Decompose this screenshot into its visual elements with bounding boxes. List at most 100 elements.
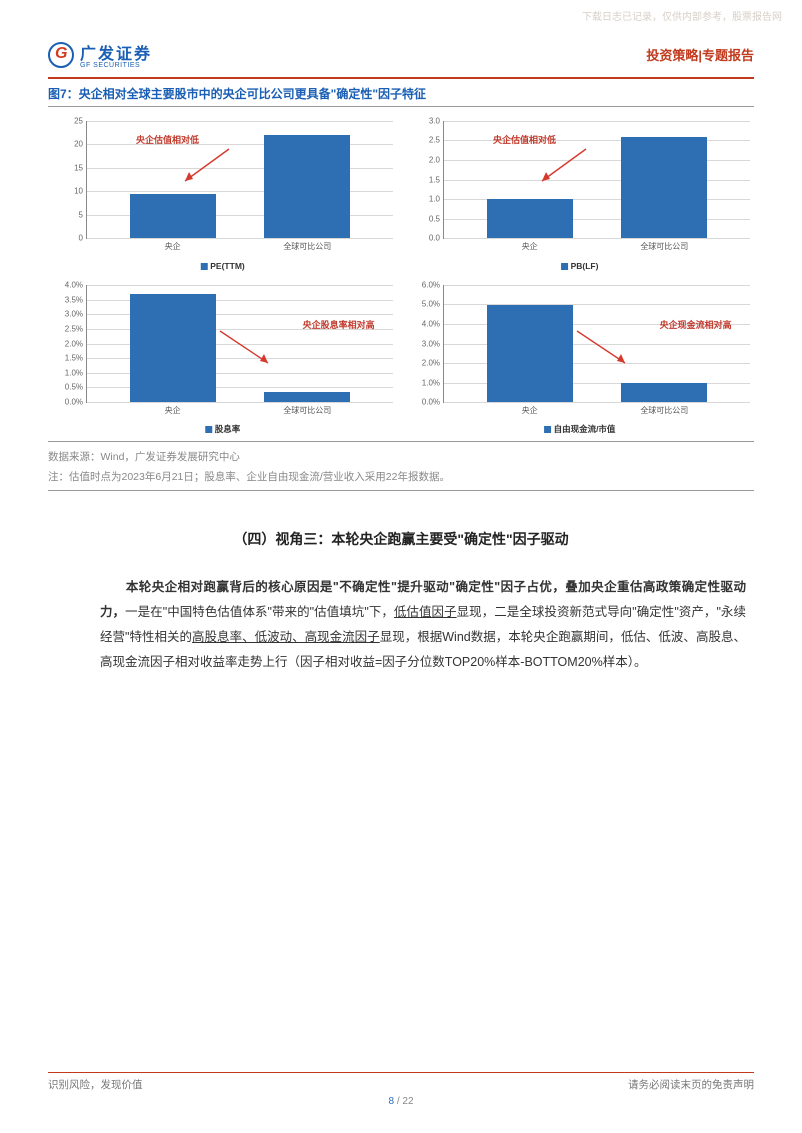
xcat-b: 全球可比公司 (640, 405, 688, 416)
xcat-a: 央企 (522, 405, 538, 416)
xcat-b: 全球可比公司 (283, 241, 331, 252)
gridline (87, 285, 393, 286)
legend-swatch (200, 263, 207, 270)
chart-annotation: 央企估值相对低 (136, 133, 199, 146)
footer-left: 识别风险，发现价值 (48, 1077, 143, 1092)
arrow-icon (179, 147, 239, 187)
body-paragraph: 本轮央企相对跑赢背后的核心原因是"不确定性"提升驱动"确定性"因子占优，叠加央企… (48, 575, 754, 675)
ytick: 1.0% (65, 368, 83, 377)
ytick: 4.0% (422, 319, 440, 328)
xcat-b: 全球可比公司 (640, 241, 688, 252)
gridline (444, 121, 750, 122)
bar-a (130, 194, 216, 238)
legend-label: 自由现金流/市值 (554, 423, 616, 435)
chart-plot: 0.00.51.01.52.02.53.0央企全球可比公司央企估值相对低 (443, 121, 750, 239)
ytick: 1.0% (422, 378, 440, 387)
chart-bl: 0.0% 0.5% 1.0% 1.5% 2.0% 2.5% 3.0% 3.5% 4.0% 央企 全球… (48, 279, 397, 439)
bar-b (621, 137, 707, 238)
body-u1: 低估值因子 (394, 605, 457, 619)
chart-annotation: 央企估值相对低 (493, 133, 556, 146)
gridline (444, 285, 750, 286)
chart-tl: 0510152025央企全球可比公司央企估值相对低PE(TTM) (48, 115, 397, 275)
bar-a (130, 294, 216, 402)
ytick: 1.5 (429, 175, 440, 184)
legend-swatch (205, 426, 212, 433)
arrow-icon (216, 329, 276, 369)
bar-b (264, 392, 350, 402)
chart-plot: 0.0%1.0%2.0%3.0%4.0%5.0%6.0%央企全球可比公司央企现金… (443, 285, 750, 403)
chart-plot: 0510152025央企全球可比公司央企估值相对低 (86, 121, 393, 239)
ytick: 5.0% (422, 300, 440, 309)
source-block: 数据来源：Wind，广发证券发展研究中心 注：估值时点为2023年6月21日；股… (48, 442, 754, 491)
ytick: 3.0% (422, 339, 440, 348)
page-number: 8 / 22 (48, 1096, 754, 1107)
chart-legend: 自由现金流/市值 (544, 423, 616, 435)
legend-label: 股息率 (215, 423, 241, 435)
logo-icon (48, 42, 74, 68)
body-p1: 一是在"中国特色估值体系"带来的"估值填坑"下， (125, 605, 394, 619)
ytick: 3.5% (65, 295, 83, 304)
chart-br: 0.0%1.0%2.0%3.0%4.0%5.0%6.0%央企全球可比公司央企现金… (405, 279, 754, 439)
xcat-a: 央企 (165, 241, 181, 252)
gridline (444, 402, 750, 403)
chart-legend: PE(TTM) (200, 261, 244, 271)
ytick: 0 (79, 234, 83, 243)
body-u2: 高股息率、低波动、高现金流因子 (192, 630, 380, 644)
header-category: 投资策略|专题报告 (646, 45, 754, 64)
ytick: 6.0% (422, 281, 440, 290)
figure-title: 图7：央企相对全球主要股市中的央企可比公司更具备"确定性"因子特征 (48, 79, 754, 107)
section-title: （四）视角三：本轮央企跑赢主要受"确定性"因子驱动 (48, 529, 754, 549)
page-total: 22 (402, 1096, 413, 1107)
logo-cn: 广发证券 (80, 46, 152, 63)
bar-a (487, 199, 573, 238)
chart-grid: 0510152025央企全球可比公司央企估值相对低PE(TTM)0.00.51.… (48, 107, 754, 442)
ytick: 0.0% (65, 398, 83, 407)
legend-swatch (544, 426, 551, 433)
ytick: 2.5 (429, 136, 440, 145)
ytick: 5 (79, 210, 83, 219)
chart-plot: 0.0%0.5%1.0%1.5%2.0%2.5%3.0%3.5%4.0%央企全球… (86, 285, 393, 403)
legend-label: PB(LF) (571, 261, 599, 271)
gridline (87, 238, 393, 239)
ytick: 0.0% (422, 398, 440, 407)
chart-annotation: 央企股息率相对高 (303, 318, 375, 331)
ytick: 2.5% (65, 324, 83, 333)
header: 广发证券 GF SECURITIES 投资策略|专题报告 (48, 40, 754, 75)
bar-b (621, 383, 707, 402)
bar-a (487, 305, 573, 403)
ytick: 20 (74, 140, 83, 149)
ytick: 3.0 (429, 117, 440, 126)
chart-tr: 0.00.51.01.52.02.53.0央企全球可比公司央企估值相对低 PB(L… (405, 115, 754, 275)
xcat-b: 全球可比公司 (283, 405, 331, 416)
ytick: 4.0% (65, 281, 83, 290)
ytick: 2.0 (429, 155, 440, 164)
page: 广发证券 GF SECURITIES 投资策略|专题报告 图7：央企相对全球主要… (0, 0, 802, 675)
gridline (87, 402, 393, 403)
logo-en: GF SECURITIES (80, 62, 152, 69)
gridline (444, 238, 750, 239)
ytick: 0.0 (429, 234, 440, 243)
footer-right: 请务必阅读末页的免责声明 (628, 1077, 754, 1092)
gridline (87, 121, 393, 122)
ytick: 0.5 (429, 214, 440, 223)
ytick: 3.0% (65, 310, 83, 319)
watermark: 下载日志已记录，仅供内部参考，股票报告网 (582, 8, 782, 23)
source-line-2: 注：估值时点为2023年6月21日；股息率、企业自由现金流/营业收入采用22年报… (48, 468, 754, 488)
page-current: 8 (388, 1096, 394, 1107)
ytick: 25 (74, 117, 83, 126)
chart-legend: 股息率 (205, 423, 241, 435)
ytick: 1.0 (429, 194, 440, 203)
legend-swatch (561, 263, 568, 270)
logo: 广发证券 GF SECURITIES (48, 40, 152, 69)
ytick: 0.5% (65, 383, 83, 392)
ytick: 15 (74, 163, 83, 172)
bar-b (264, 135, 350, 238)
ytick: 2.0% (65, 339, 83, 348)
arrow-icon (536, 147, 596, 187)
ytick: 1.5% (65, 354, 83, 363)
xcat-a: 央企 (165, 405, 181, 416)
footer-rule (48, 1072, 754, 1073)
source-line-1: 数据来源：Wind，广发证券发展研究中心 (48, 448, 754, 468)
chart-legend: PB(LF) (561, 261, 599, 271)
ytick: 10 (74, 187, 83, 196)
